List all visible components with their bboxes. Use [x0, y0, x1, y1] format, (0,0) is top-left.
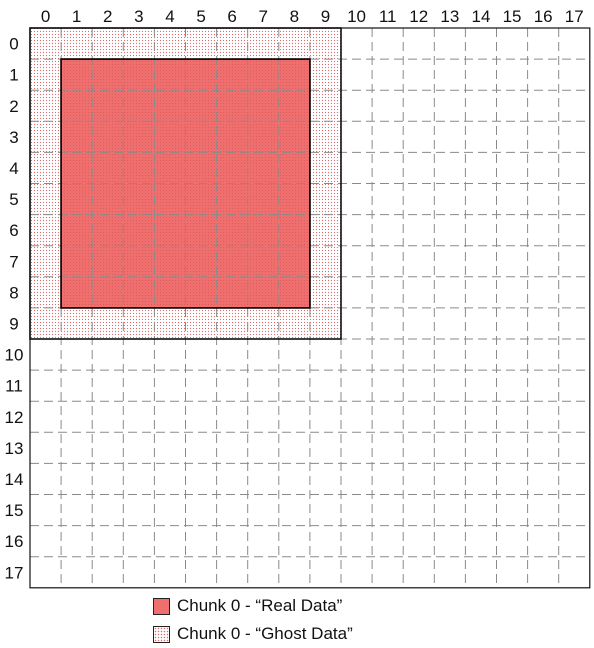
- ghost-data-swatch: [153, 625, 170, 643]
- row-label: 10: [5, 346, 24, 365]
- row-label: 7: [9, 252, 18, 271]
- row-label: 15: [5, 501, 24, 520]
- row-label: 16: [5, 532, 24, 551]
- column-label: 12: [409, 7, 428, 26]
- real-data-swatch: [153, 597, 170, 615]
- row-label: 1: [9, 66, 18, 85]
- column-label: 2: [103, 7, 112, 26]
- column-label: 8: [290, 7, 299, 26]
- row-label: 13: [5, 439, 24, 458]
- column-label: 4: [165, 7, 174, 26]
- ghost-data-border: [29, 27, 342, 340]
- column-label: 7: [259, 7, 268, 26]
- row-label: 0: [9, 35, 18, 54]
- row-label: 11: [5, 377, 23, 396]
- column-label: 6: [227, 7, 236, 26]
- row-label: 14: [5, 470, 24, 489]
- row-label: 6: [9, 221, 18, 240]
- column-label: 9: [321, 7, 330, 26]
- row-label: 17: [5, 563, 24, 582]
- row-label: 8: [9, 283, 18, 302]
- row-label: 3: [9, 128, 18, 147]
- column-label: 17: [565, 7, 584, 26]
- column-label: 16: [534, 7, 553, 26]
- column-label: 14: [471, 7, 490, 26]
- row-label: 5: [9, 190, 18, 209]
- row-label: 4: [9, 159, 18, 178]
- column-label: 0: [41, 7, 50, 26]
- column-label: 1: [72, 7, 81, 26]
- real-data-border: [60, 58, 311, 309]
- column-label: 3: [134, 7, 143, 26]
- real-data-legend-label: Chunk 0 - “Real Data”: [177, 596, 343, 615]
- ghost-data-legend-label: Chunk 0 - “Ghost Data”: [177, 624, 353, 643]
- column-label: 15: [503, 7, 522, 26]
- column-label: 11: [379, 7, 397, 26]
- legend-ghost-data: Chunk 0 - “Ghost Data”: [153, 623, 353, 645]
- row-label: 9: [9, 314, 18, 333]
- column-label: 13: [440, 7, 459, 26]
- legend-real-data: Chunk 0 - “Real Data”: [153, 595, 342, 617]
- row-label: 2: [9, 97, 18, 116]
- column-label: 10: [347, 7, 366, 26]
- row-label: 12: [5, 408, 24, 427]
- column-label: 5: [196, 7, 205, 26]
